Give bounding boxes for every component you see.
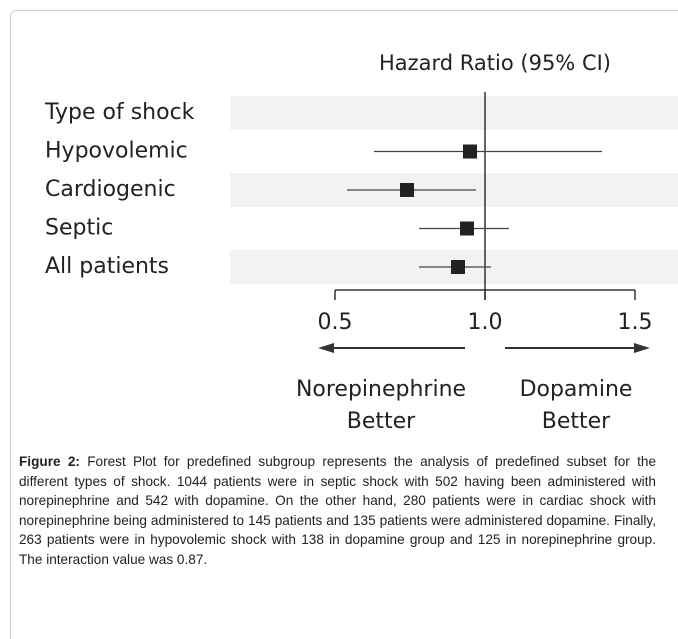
caption-label: Figure 2: (19, 454, 80, 469)
right-arrowhead (634, 343, 650, 353)
figure-frame (10, 10, 678, 639)
row-band (230, 96, 678, 130)
left-arrowhead (318, 343, 334, 353)
chart-title: Hazard Ratio (95% CI) (379, 51, 611, 75)
estimate-marker (463, 144, 477, 159)
chart: Type of shock Hypovolemic Cardiogenic Septi… (44, 51, 678, 434)
row-label: Cardiogenic (45, 177, 176, 202)
direction-label: Norepinephrine (296, 377, 466, 402)
caption-text: Forest Plot for predefined subgroup repr… (19, 454, 657, 567)
direction-label: Dopamine (520, 377, 633, 402)
direction-label: Better (542, 409, 611, 434)
estimate-marker (460, 221, 474, 236)
x-tick-label: 1.5 (618, 310, 653, 335)
x-tick-label: 1.0 (468, 310, 503, 335)
caption: Figure 2: Forest Plot for predefined sub… (19, 452, 656, 569)
x-tick-label: 0.5 (318, 310, 353, 335)
estimate-marker (400, 183, 414, 197)
direction-label: Better (347, 409, 416, 434)
row-label: Septic (45, 216, 113, 241)
estimate-marker (451, 260, 465, 274)
row-label: Type of shock (44, 100, 195, 125)
row-label: All patients (45, 254, 169, 279)
row-label: Hypovolemic (45, 139, 188, 164)
